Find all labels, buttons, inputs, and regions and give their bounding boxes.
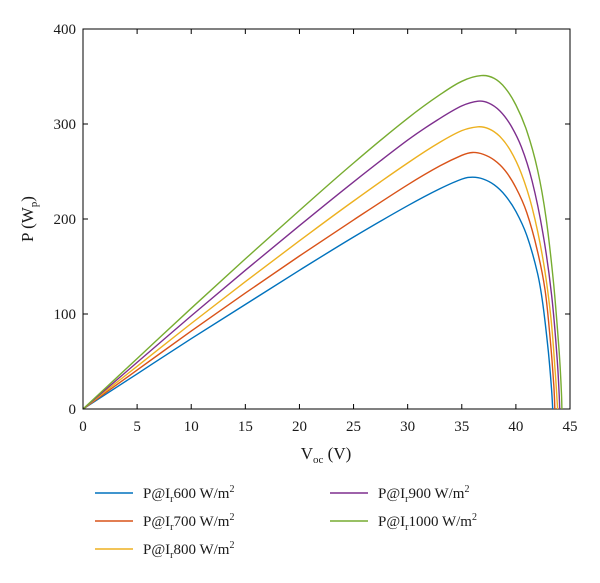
x-tick-label: 30 — [400, 419, 415, 435]
y-tick-label: 0 — [69, 402, 77, 418]
legend-label: P@Ir900 W/m2 — [378, 484, 469, 505]
x-axis-label: Voc (V) — [301, 444, 352, 466]
y-tick-label: 100 — [54, 307, 77, 323]
y-axis-label: P (Wp) — [18, 196, 40, 242]
y-tick-label: 400 — [54, 22, 77, 38]
x-tick-label: 35 — [454, 419, 469, 435]
y-tick-label: 300 — [54, 117, 77, 133]
x-tick-label: 20 — [292, 419, 307, 435]
legend-label: P@Ir1000 W/m2 — [378, 512, 477, 533]
x-tick-label: 15 — [238, 419, 253, 435]
x-axis-ticks: 0 5 10 15 20 25 30 35 40 45 — [79, 29, 578, 435]
x-tick-label: 0 — [79, 419, 87, 435]
y-axis-ticks: 0 100 200 300 400 — [54, 22, 570, 418]
x-tick-label: 40 — [508, 419, 523, 435]
legend-label: P@Ir700 W/m2 — [143, 512, 234, 533]
x-tick-label: 5 — [133, 419, 141, 435]
curves — [82, 74, 563, 410]
series-line — [82, 151, 556, 410]
series-line — [82, 74, 563, 410]
x-tick-label: 45 — [563, 419, 578, 435]
legend-label: P@Ir600 W/m2 — [143, 484, 234, 505]
y-tick-label: 200 — [54, 212, 77, 228]
series-line — [82, 100, 561, 410]
series-line — [82, 126, 559, 410]
x-tick-label: 10 — [184, 419, 199, 435]
legend: P@Ir600 W/m2 P@Ir700 W/m2 P@Ir800 W/m2 P@Ir… — [95, 484, 477, 561]
x-tick-label: 25 — [346, 419, 361, 435]
series-line — [82, 176, 554, 410]
legend-label: P@Ir800 W/m2 — [143, 540, 234, 561]
